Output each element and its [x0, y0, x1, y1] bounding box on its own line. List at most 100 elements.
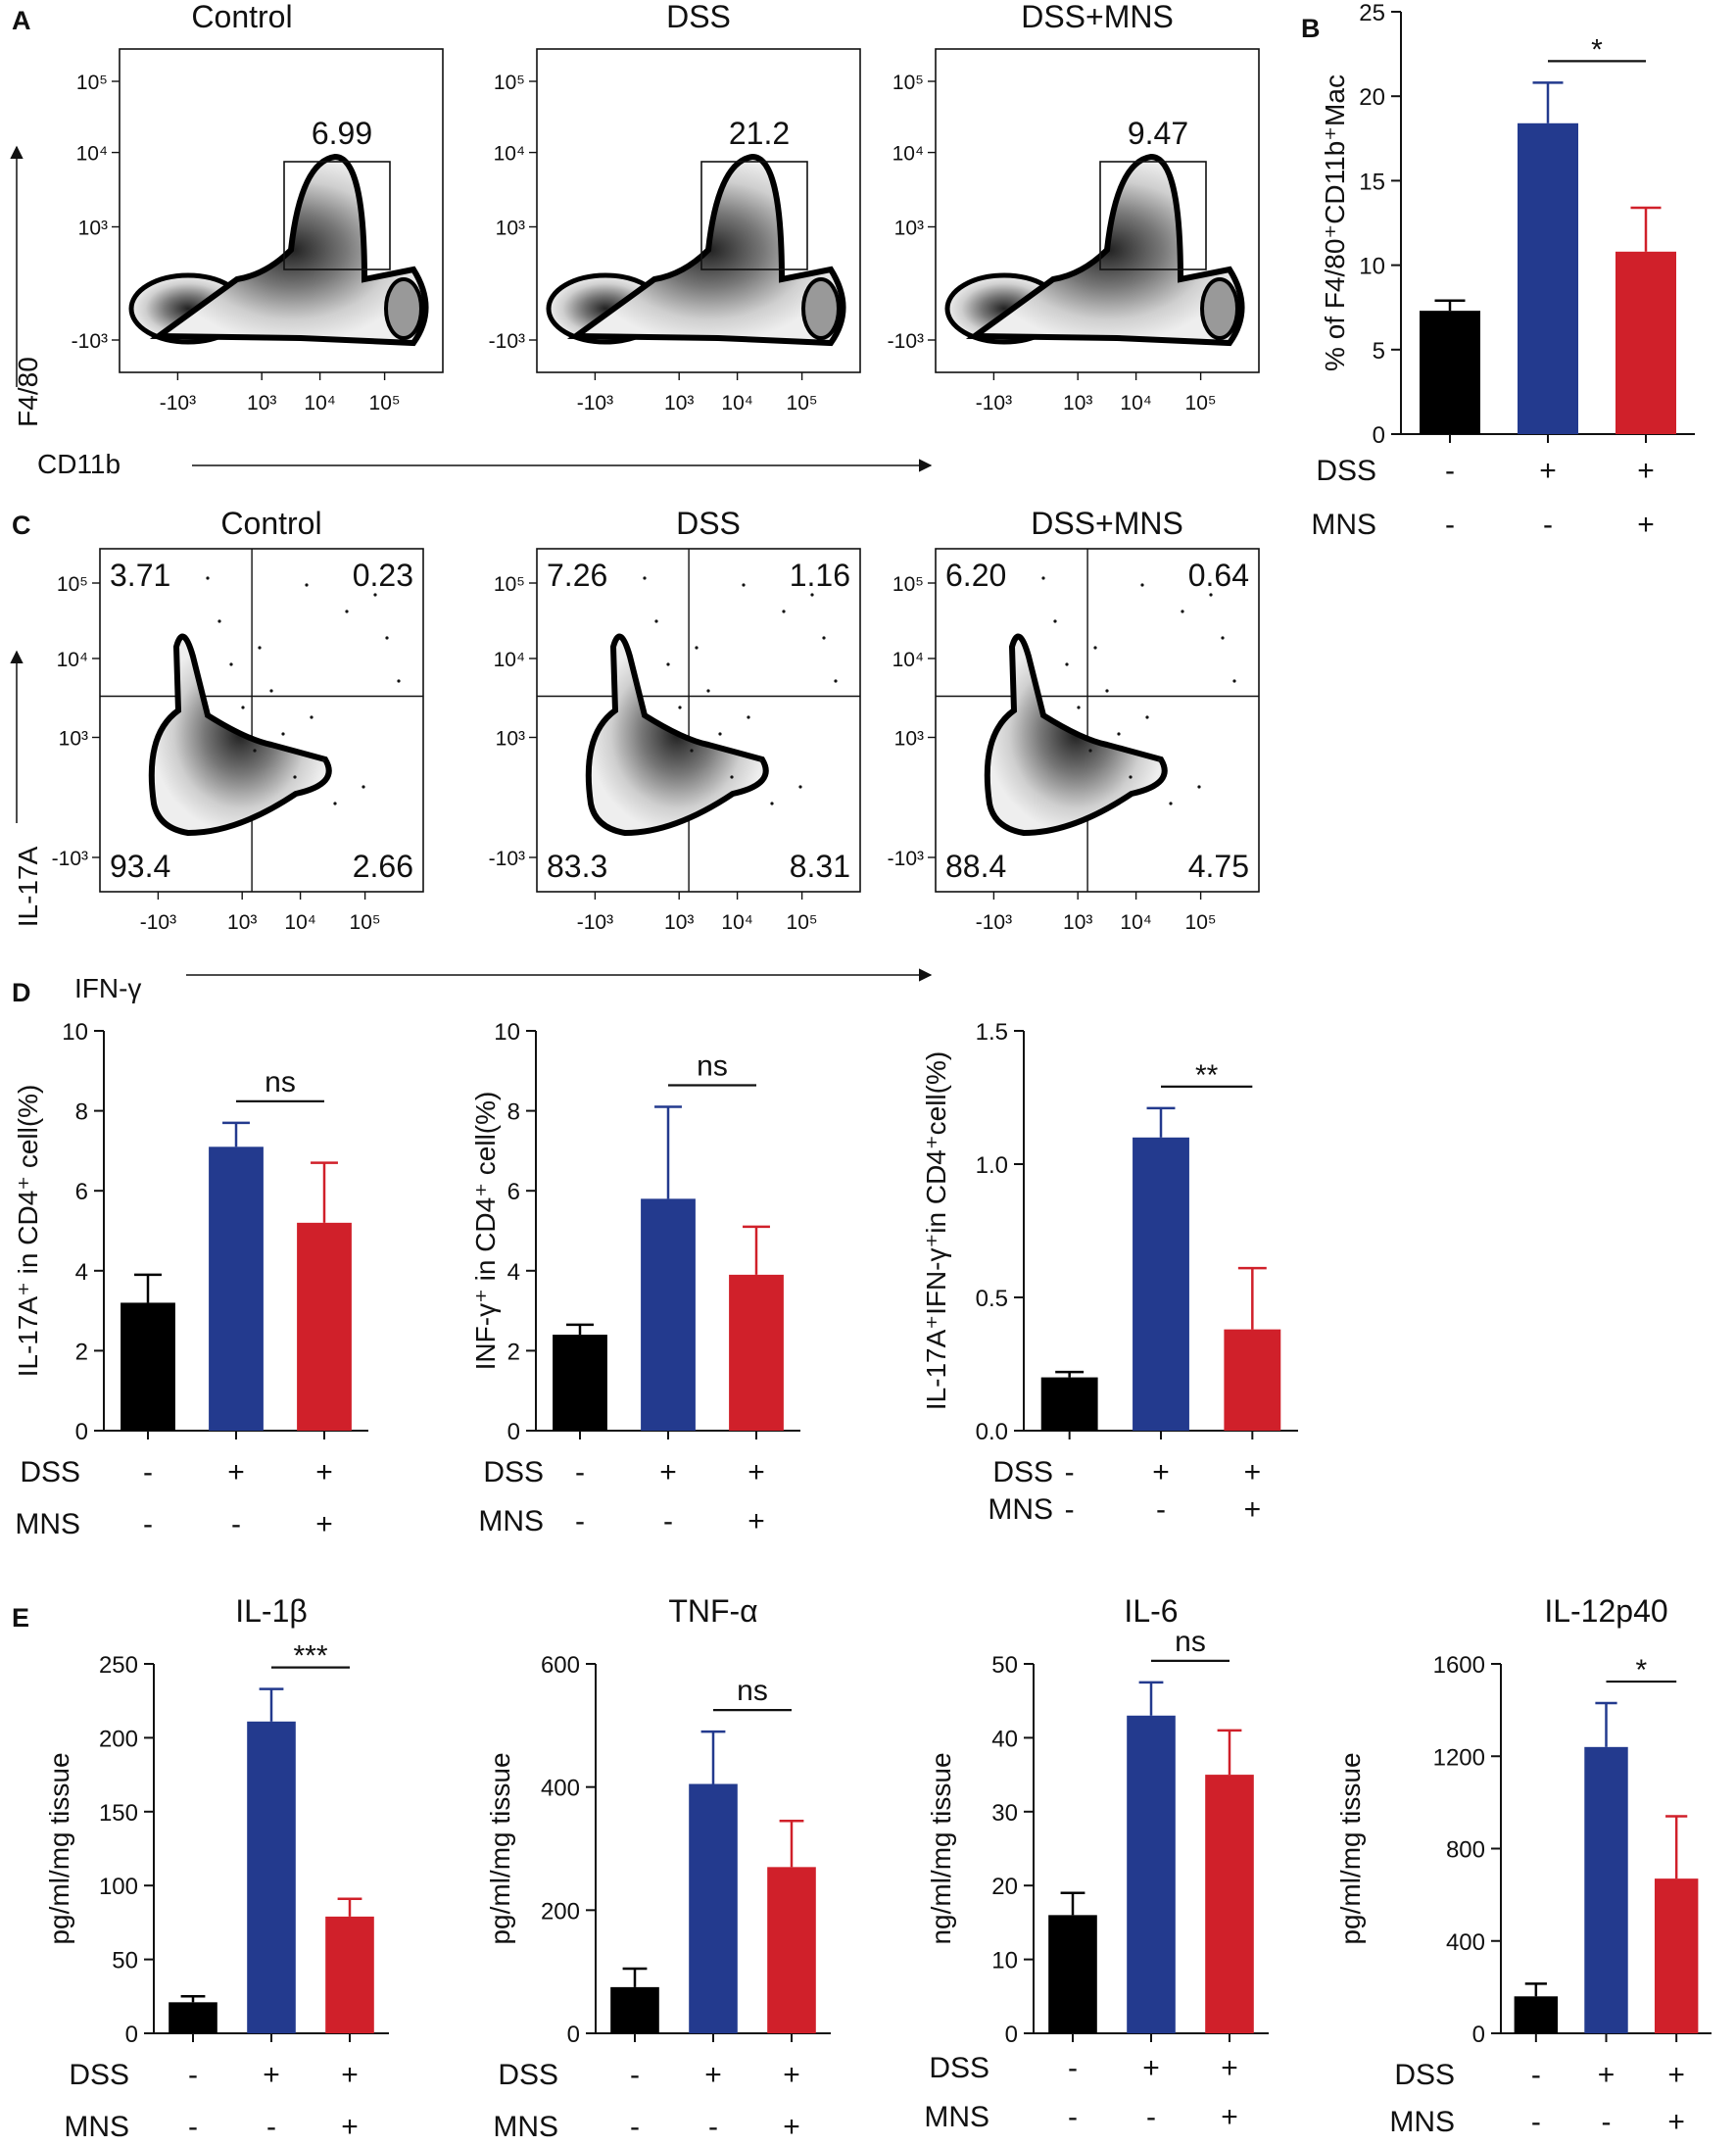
event-dot [253, 749, 257, 753]
y-tick-label: 6 [507, 1179, 520, 1205]
mns-row-label: MNS [1389, 2106, 1455, 2138]
bar-dss-mns [1654, 1878, 1699, 2033]
flow-c-y-tick-label: 10⁴ [494, 649, 525, 671]
flow-c-x-tick-label: 10³ [227, 911, 257, 934]
flow-plot-title: DSS+MNS [1021, 0, 1174, 34]
event-dot [654, 619, 658, 623]
quadrant-ur-value: 1.16 [790, 558, 850, 593]
event-dot [241, 706, 245, 709]
y-tick-label: 15 [1359, 169, 1385, 195]
event-dot [293, 775, 297, 779]
event-dot [1053, 619, 1057, 623]
dss-sign: + [341, 2059, 359, 2091]
bar-dss [1127, 1715, 1176, 2033]
mns-sign: - [188, 2111, 198, 2143]
y-tick-label: 8 [75, 1099, 88, 1126]
significance-label: ns [737, 1675, 768, 1707]
density-contour [1200, 277, 1239, 340]
density-contour [801, 277, 841, 340]
event-dot [217, 619, 221, 623]
quadrant-ur-value: 0.64 [1188, 558, 1249, 593]
y-tick-label: 1.0 [976, 1152, 1008, 1179]
event-dot [782, 610, 786, 613]
event-dot [1169, 802, 1173, 805]
event-dot [310, 715, 313, 719]
event-dot [695, 646, 699, 650]
flow-c-x-tick-label: 10⁵ [787, 911, 818, 934]
y-tick-label: 8 [507, 1099, 520, 1126]
y-tick-label: 200 [99, 1726, 138, 1752]
mns-sign: + [1667, 2106, 1685, 2138]
flow-a-x-axis-label: CD11b [37, 449, 121, 479]
dss-row-label: DSS [498, 2059, 558, 2091]
flow-a-x-tick-label: 10³ [247, 392, 276, 415]
mns-sign: - [1146, 2101, 1156, 2133]
density-contour [984, 633, 1168, 837]
y-axis-label: INF-γ⁺ in CD4⁺ cell(%) [470, 1092, 501, 1371]
flow-a-y-axis-label: F4/80 [13, 357, 43, 427]
mns-row-label: MNS [478, 1505, 544, 1537]
mns-sign: - [143, 1508, 153, 1540]
event-dot [1157, 758, 1161, 762]
flow-a-y-tick-label: 10³ [78, 218, 108, 240]
bar-control [1048, 1915, 1097, 2033]
event-dot [321, 758, 325, 762]
flow-c-x-tick-label: 10⁴ [721, 911, 752, 934]
dss-sign: + [1539, 455, 1557, 487]
dss-sign: + [1142, 2052, 1160, 2084]
quadrant-ll-value: 83.3 [547, 849, 607, 884]
flow-a-y-tick-label: 10⁵ [76, 72, 108, 94]
event-dot [810, 593, 814, 597]
flow-a-plot-frame [536, 48, 861, 373]
event-dot [1129, 775, 1133, 779]
y-tick-label: 100 [99, 1874, 138, 1900]
bar-chart-d1: 0 2 4 6 8 10 IL-17A⁺ in CD4⁺ cell(%) ns DSS MNS - +… [13, 1019, 368, 1540]
event-dot [690, 749, 694, 753]
panel-letter-b: B [1301, 14, 1321, 43]
mns-sign: - [630, 2111, 640, 2143]
y-axis-label: IL-17A⁺ in CD4⁺ cell(%) [13, 1085, 43, 1378]
mns-row-label: MNS [988, 1493, 1053, 1526]
dss-sign: + [1598, 2059, 1615, 2091]
flow-c-y-tick-label: 10⁴ [57, 649, 88, 671]
bar-control [610, 1986, 659, 2033]
bar-dss [1518, 122, 1578, 434]
dss-row-label: DSS [929, 2052, 989, 2084]
y-tick-label: 0 [75, 1419, 88, 1445]
flow-plot-c-1: Control -10³ 10³ 10⁴ 10⁵ 10⁵ 10⁴ 10³ -10³ 3.71 0.2… [52, 506, 424, 934]
event-dot [1065, 662, 1069, 666]
event-dot [678, 706, 682, 709]
y-tick-label: 0 [567, 2022, 580, 2048]
bar-control [1514, 1996, 1559, 2033]
flow-c-y-tick-label: 10³ [59, 728, 88, 751]
event-dot [258, 646, 262, 650]
gate-percentage: 21.2 [729, 116, 790, 151]
chart-title: IL-6 [1124, 1593, 1178, 1629]
significance-label: *** [293, 1640, 327, 1673]
flow-a-y-tick-label: 10⁴ [494, 143, 525, 166]
y-tick-label: 2 [507, 1339, 520, 1365]
panel-letter-d: D [12, 978, 31, 1007]
significance-label: ns [1175, 1626, 1206, 1658]
flow-c-y-tick-label: 10⁴ [892, 649, 924, 671]
y-axis-label: pg/ml/mg tissue [44, 1752, 74, 1944]
gate-percentage: 9.47 [1128, 116, 1188, 151]
density-contour [384, 277, 423, 340]
density-contour [148, 633, 332, 837]
flow-plot-title: DSS [676, 506, 741, 541]
mns-row-label: MNS [924, 2101, 989, 2133]
event-dot [281, 732, 285, 736]
dss-row-label: DSS [992, 1456, 1053, 1488]
gate-box [283, 161, 391, 270]
dss-sign: + [315, 1456, 333, 1488]
flow-a-plot-frame [119, 48, 444, 373]
flow-c-plot-frame [935, 548, 1260, 893]
bar-dss-mns [297, 1222, 352, 1431]
event-dot [385, 636, 389, 640]
flow-c-x-tick-label: 10³ [1063, 911, 1092, 934]
bar-dss [689, 1783, 738, 2033]
mns-sign: - [231, 1508, 241, 1540]
event-dot [742, 583, 746, 587]
flow-a-x-tick-label: 10⁴ [1120, 392, 1151, 415]
dss-row-label: DSS [483, 1456, 544, 1488]
